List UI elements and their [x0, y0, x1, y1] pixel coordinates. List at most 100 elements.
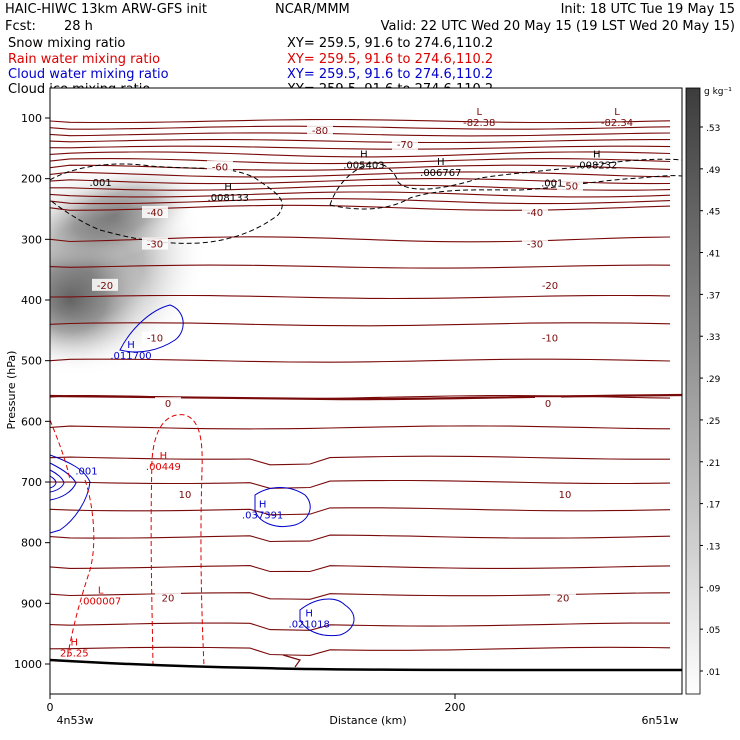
y-tick-label: 400: [21, 294, 42, 307]
extremum-value: .008232: [576, 160, 617, 171]
temperature-label-bg: [155, 397, 181, 410]
temperature-contour-label: 10: [179, 490, 192, 501]
temperature-label-bg: [557, 179, 583, 192]
cloud-water-contour-low-level: [299, 598, 355, 637]
temperature-contours: [50, 118, 671, 656]
terrain-line: [49, 658, 683, 672]
extremum-value: -82.38: [463, 118, 495, 129]
colorbar-label: .13: [706, 542, 720, 552]
colorbar-label: .01: [706, 668, 720, 678]
y-tick-label: 700: [21, 476, 42, 489]
temperature-contour-label: 20: [162, 593, 175, 604]
cloud-water-contour-middle: [49, 462, 77, 501]
temperature-label-bg: [207, 160, 233, 173]
temperature-label-bg: [155, 591, 181, 604]
temperature-contour-line: [50, 171, 671, 178]
temperature-label-bg: [537, 278, 563, 291]
temperature-contour-line: [50, 294, 671, 300]
colorbar-label: .45: [706, 208, 720, 218]
temperature-contour-label: -20: [542, 281, 558, 292]
extremum-marker: H: [259, 499, 267, 510]
extremum-value: .037391: [242, 510, 283, 521]
temperature-label-bg: [172, 488, 198, 501]
cloud-ice-contour-east: [329, 158, 683, 206]
y-axis: 100 200 300 400 500 600 700 800 900 1000: [14, 112, 50, 671]
colorbar-label: .21: [706, 459, 720, 469]
temperature-label-bg: [142, 331, 168, 344]
x-tick-label: 200: [445, 701, 466, 714]
temperature-contour-line: [50, 322, 671, 327]
temperature-label-bg: [142, 206, 168, 219]
field-xy-cloud-water: XY= 259.5, 91.6 to 274.6,110.2: [287, 67, 493, 82]
temperature-contour-label: -80: [312, 126, 328, 137]
rain-water-contour-west-lower: [66, 479, 95, 661]
temperature-contour-label: -40: [527, 208, 543, 219]
temperature-label-bg: [307, 124, 333, 137]
extremum-value: .00449: [146, 462, 181, 473]
colorbar-label: .25: [706, 417, 720, 427]
contour-value-label: .001: [89, 178, 111, 189]
x-axis: 0 200: [47, 694, 466, 714]
rain-water-contour-west-upper: [49, 419, 71, 481]
header-center: NCAR/MMM: [275, 2, 350, 17]
temperature-contour-line: [50, 191, 671, 198]
colorbar: g kg⁻¹ .53 .49 .45 .41 .37 .33 .29 .25 .21 .17 .13…: [685, 87, 732, 695]
temperature-contour-line: [50, 145, 671, 150]
colorbar-label: .41: [706, 250, 720, 260]
terrain-notch: [282, 654, 301, 668]
y-tick-label: 900: [21, 597, 42, 610]
rain-water-contour-column: [150, 414, 205, 667]
temperature-contour-line: [50, 132, 671, 137]
temperature-contour-label: 10: [559, 490, 572, 501]
colorbar-label: .37: [706, 291, 720, 301]
colorbar-label: .33: [706, 333, 720, 343]
left-endpoint-label: 4n53w: [57, 714, 94, 727]
y-tick-label: 100: [21, 112, 42, 125]
temperature-contour-label: -20: [97, 281, 113, 292]
temperature-label-bg: [522, 206, 548, 219]
y-tick-label: 300: [21, 233, 42, 246]
temperature-contour-label: -10: [542, 334, 558, 345]
colorbar-label: .53: [706, 124, 720, 134]
temperature-label-bg: [550, 591, 576, 604]
extremum-marker: H: [127, 340, 135, 351]
extremum-value: .006767: [420, 168, 461, 179]
field-name-cloud-water: Cloud water mixing ratio: [8, 67, 169, 82]
extremum-marker: H: [593, 149, 601, 160]
cloud-ice-contour-east-lower: [329, 175, 683, 210]
extremum-marker: H: [71, 638, 79, 649]
temperature-contour-line: [50, 158, 671, 165]
temperature-contour-line: [50, 118, 671, 124]
temperature-contour-label: -40: [147, 208, 163, 219]
temperature-label-bg: [92, 278, 118, 291]
zero-degree-contour: [49, 393, 683, 401]
extremum-marker: H: [437, 157, 445, 168]
temperature-contour-line: [50, 479, 671, 489]
cloud-water-contour-outer: [49, 454, 91, 534]
extremum-value: .000007: [80, 597, 121, 608]
cloud-water-contour-core: [49, 475, 57, 489]
y-axis-label: Pressure (hPa): [5, 351, 18, 430]
temperature-contour-label: 0: [545, 399, 551, 410]
temperature-label-bg: [392, 138, 418, 151]
field-name-rain: Rain water mixing ratio: [8, 52, 160, 67]
temperature-contour-line: [50, 358, 671, 363]
temperature-contour-line: [50, 264, 671, 269]
colorbar-label: .29: [706, 375, 721, 385]
contour-value-label: .001: [75, 467, 97, 478]
plot-area: -80 -70 -60 -50 -40 -40 -30 -30 -20 -20 -10 -10 0 0 10…: [49, 87, 683, 695]
cloud-water-contour-mid-level: [254, 487, 311, 527]
y-tick-label: 1000: [14, 658, 42, 671]
temperature-contour-line: [50, 646, 671, 656]
header-fcst-label: Fcst:: [5, 19, 36, 34]
temperature-contour-line: [50, 622, 670, 631]
cloud-ice-contours: [49, 158, 683, 244]
extremum-marker: H: [360, 149, 368, 160]
temperature-label-bg: [142, 237, 168, 250]
y-tick-label: 600: [21, 415, 42, 428]
temperature-contour-line: [50, 507, 671, 516]
extremum-value: .008133: [208, 193, 249, 204]
colorbar-label: .17: [706, 501, 720, 511]
colorbar-label: .05: [706, 626, 720, 636]
colorbar-unit: g kg⁻¹: [704, 87, 732, 97]
